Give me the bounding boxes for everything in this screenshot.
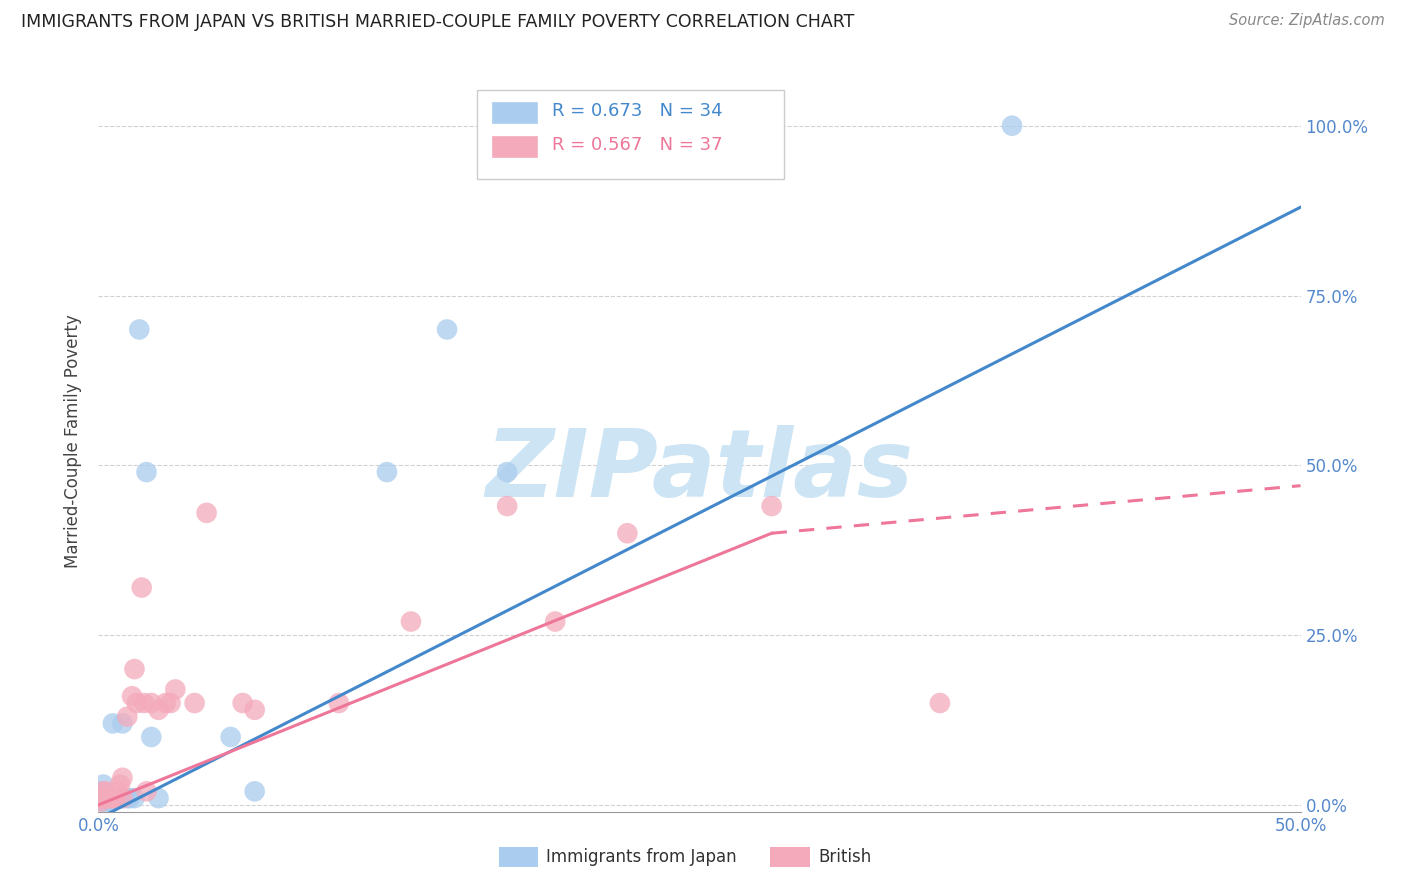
Point xyxy=(124,791,146,805)
Text: ZIPatlas: ZIPatlas xyxy=(485,425,914,517)
Point xyxy=(183,696,205,710)
Point xyxy=(124,662,146,676)
Point xyxy=(101,791,124,805)
Y-axis label: Married-Couple Family Poverty: Married-Couple Family Poverty xyxy=(65,315,83,568)
Point xyxy=(91,778,114,792)
Point xyxy=(94,791,117,805)
Text: IMMIGRANTS FROM JAPAN VS BRITISH MARRIED-COUPLE FAMILY POVERTY CORRELATION CHART: IMMIGRANTS FROM JAPAN VS BRITISH MARRIED… xyxy=(21,13,855,31)
Point xyxy=(104,791,127,805)
Point xyxy=(1001,119,1024,133)
Point xyxy=(232,696,254,710)
Point xyxy=(94,791,117,805)
Point xyxy=(219,730,242,744)
Point xyxy=(111,791,134,805)
Point xyxy=(97,791,120,805)
Point xyxy=(761,499,783,513)
Point xyxy=(928,696,950,710)
Point xyxy=(155,696,177,710)
Point xyxy=(195,506,218,520)
Point xyxy=(132,696,155,710)
Point xyxy=(243,784,266,798)
Point xyxy=(616,526,638,541)
Point xyxy=(496,499,519,513)
Point xyxy=(148,791,170,805)
FancyBboxPatch shape xyxy=(492,103,537,123)
FancyBboxPatch shape xyxy=(492,136,537,156)
Point xyxy=(121,690,143,704)
Text: R = 0.567   N = 37: R = 0.567 N = 37 xyxy=(551,136,723,154)
Point xyxy=(125,696,148,710)
Point xyxy=(159,696,181,710)
Point xyxy=(90,784,112,798)
Point xyxy=(141,696,163,710)
Text: British: British xyxy=(818,848,872,866)
Point xyxy=(375,465,398,479)
Point xyxy=(111,771,134,785)
Point xyxy=(117,709,139,723)
Point xyxy=(243,703,266,717)
Point xyxy=(165,682,187,697)
Point xyxy=(90,791,112,805)
Point xyxy=(131,581,153,595)
Text: R = 0.673   N = 34: R = 0.673 N = 34 xyxy=(551,102,723,120)
Point xyxy=(90,788,112,802)
Point xyxy=(91,784,114,798)
Point xyxy=(107,791,129,805)
Point xyxy=(91,784,114,798)
Point xyxy=(111,716,134,731)
Point xyxy=(90,795,112,809)
Point xyxy=(90,791,112,805)
Point xyxy=(128,322,150,336)
Point xyxy=(97,791,120,805)
Point xyxy=(148,703,170,717)
Point xyxy=(496,465,519,479)
Point xyxy=(111,791,134,805)
Text: Immigrants from Japan: Immigrants from Japan xyxy=(546,848,737,866)
Point xyxy=(104,791,127,805)
Point xyxy=(97,795,120,809)
Point xyxy=(118,791,141,805)
Point xyxy=(94,791,117,805)
Point xyxy=(91,791,114,805)
Point xyxy=(135,784,157,798)
Point xyxy=(91,791,114,805)
Point xyxy=(141,730,163,744)
Point xyxy=(100,791,122,805)
Point xyxy=(117,791,139,805)
Point xyxy=(101,716,124,731)
Point xyxy=(436,322,458,336)
Point xyxy=(91,795,114,809)
Point xyxy=(100,795,122,809)
Point xyxy=(108,791,131,805)
Point xyxy=(90,795,112,809)
Point xyxy=(399,615,422,629)
Point xyxy=(94,784,117,798)
Point xyxy=(108,778,131,792)
Point xyxy=(100,791,122,805)
Point xyxy=(94,795,117,809)
Point xyxy=(328,696,350,710)
Point xyxy=(544,615,567,629)
Text: Source: ZipAtlas.com: Source: ZipAtlas.com xyxy=(1229,13,1385,29)
Point xyxy=(135,465,157,479)
Point xyxy=(107,784,129,798)
FancyBboxPatch shape xyxy=(477,90,783,178)
